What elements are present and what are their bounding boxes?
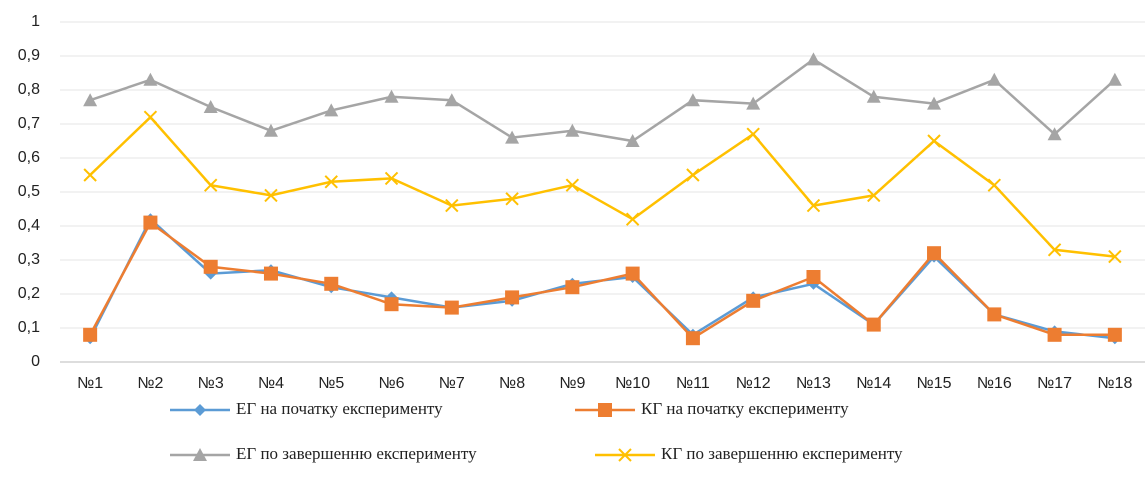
marker (927, 96, 942, 110)
legend-label: КГ по завершенню експерименту (661, 444, 903, 463)
marker (143, 215, 158, 230)
marker (927, 134, 941, 148)
marker (83, 168, 97, 182)
x-tick-label: №2 (137, 375, 163, 392)
marker (746, 127, 760, 141)
x-tick-label: №10 (615, 375, 650, 392)
series-line (89, 220, 1115, 340)
marker (203, 259, 218, 274)
legend-label: ЕГ на початку експерименту (236, 399, 443, 418)
marker (143, 72, 158, 86)
x-tick-label: №3 (198, 375, 224, 392)
marker (203, 178, 218, 192)
marker (746, 96, 761, 110)
y-tick-label: 0 (31, 353, 40, 370)
marker (193, 448, 207, 461)
marker (685, 331, 700, 346)
marker (505, 290, 520, 305)
x-tick-label: №16 (977, 375, 1012, 392)
y-tick-label: 1 (31, 13, 40, 30)
marker (565, 123, 580, 137)
marker (867, 188, 881, 203)
marker (444, 300, 459, 315)
x-tick-label: №4 (258, 375, 284, 392)
y-tick-label: 0,2 (18, 285, 40, 302)
marker (686, 168, 700, 182)
marker (1107, 327, 1122, 342)
marker (203, 100, 218, 113)
marker (746, 293, 761, 308)
y-tick-label: 0,3 (18, 251, 40, 268)
y-tick-label: 0,9 (18, 47, 40, 64)
x-tick-label: №7 (439, 375, 465, 392)
marker (866, 89, 881, 103)
marker (384, 297, 399, 312)
x-tick-label: №17 (1037, 375, 1072, 392)
marker (625, 266, 640, 281)
marker (384, 171, 399, 186)
y-tick-label: 0,4 (18, 217, 40, 234)
marker (83, 93, 98, 107)
x-tick-label: №9 (559, 375, 585, 392)
marker (83, 327, 98, 342)
marker (806, 52, 821, 66)
x-tick-label: №18 (1097, 375, 1132, 392)
marker (866, 317, 881, 332)
y-tick-label: 0,6 (18, 149, 40, 166)
marker (565, 280, 580, 295)
marker (263, 266, 278, 281)
y-tick-label: 0,5 (18, 183, 40, 200)
x-tick-label: №15 (917, 375, 952, 392)
x-tick-label: №8 (499, 375, 525, 392)
marker (927, 246, 942, 261)
x-tick-label: №14 (856, 375, 891, 392)
marker (685, 93, 700, 107)
marker (987, 178, 1002, 192)
marker (987, 307, 1002, 322)
marker (324, 276, 339, 291)
marker (1107, 72, 1122, 86)
marker (1047, 327, 1062, 342)
marker (598, 403, 612, 417)
marker (143, 110, 158, 124)
series-line (89, 57, 1116, 143)
marker (618, 448, 632, 462)
marker (987, 72, 1002, 86)
marker (445, 198, 459, 213)
x-tick-label: №6 (378, 375, 404, 392)
x-tick-label: №11 (676, 375, 710, 392)
x-tick-label: №5 (318, 375, 344, 392)
marker (505, 192, 519, 206)
marker (1047, 127, 1062, 141)
marker (444, 93, 459, 107)
marker (384, 89, 399, 103)
x-tick-label: №12 (736, 375, 771, 392)
y-tick-label: 0,7 (18, 115, 40, 132)
y-tick-label: 0,8 (18, 81, 40, 98)
marker (806, 198, 821, 213)
marker (324, 175, 338, 189)
series-line (89, 115, 1116, 258)
marker (625, 134, 640, 147)
marker (263, 123, 278, 137)
series-line (89, 217, 1116, 340)
marker (1047, 243, 1062, 257)
marker (324, 103, 339, 117)
marker (264, 188, 278, 203)
x-tick-label: №1 (77, 375, 103, 392)
x-tick-label: №13 (796, 375, 831, 392)
marker (625, 212, 640, 226)
marker (806, 270, 821, 284)
marker (1108, 249, 1122, 264)
y-tick-label: 0,1 (18, 319, 40, 336)
marker (505, 130, 520, 144)
legend-label: КГ на початку експерименту (641, 399, 849, 418)
marker (194, 404, 206, 416)
legend-label: ЕГ по завершенню експерименту (236, 444, 477, 463)
marker (565, 178, 580, 192)
